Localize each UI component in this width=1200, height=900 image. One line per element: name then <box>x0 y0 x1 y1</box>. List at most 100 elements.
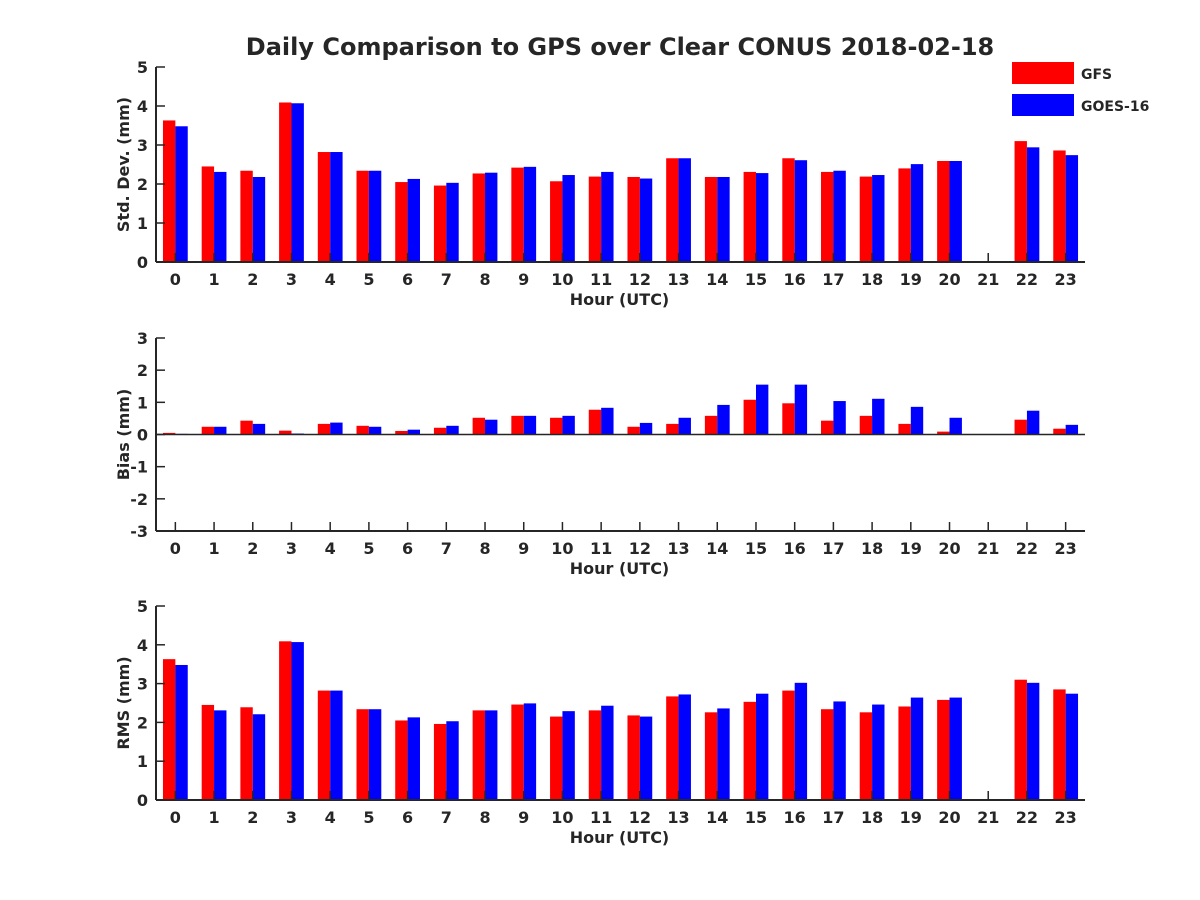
y-axis-label: Bias (mm) <box>114 389 133 481</box>
bar-goes16-23 <box>1065 155 1079 262</box>
x-tick-label: 21 <box>977 270 999 289</box>
bar-goes16-17 <box>833 170 846 262</box>
bar-goes16-14 <box>717 176 730 262</box>
bar-gfs-15 <box>743 399 756 435</box>
bar-goes16-3 <box>291 103 304 263</box>
bar-gfs-19 <box>898 423 911 435</box>
bar-gfs-1 <box>201 704 215 800</box>
bar-goes16-13 <box>678 158 691 262</box>
bar-goes16-17 <box>833 401 846 435</box>
bar-gfs-13 <box>666 696 679 800</box>
bar-gfs-0 <box>162 659 176 800</box>
y-tick-label: 4 <box>137 97 148 116</box>
y-tick-label: 1 <box>137 752 148 771</box>
bar-gfs-8 <box>472 710 486 800</box>
bar-gfs-3 <box>279 102 292 263</box>
bar-goes16-19 <box>910 164 924 262</box>
bar-goes16-7 <box>446 721 459 800</box>
bar-gfs-4 <box>317 423 331 435</box>
x-tick-label: 14 <box>706 270 728 289</box>
bar-goes16-8 <box>485 710 498 800</box>
bar-gfs-1 <box>201 166 215 262</box>
bar-goes16-3 <box>291 642 304 800</box>
x-tick-label: 10 <box>551 808 573 827</box>
bar-goes16-23 <box>1065 693 1079 800</box>
bar-gfs-13 <box>666 158 679 262</box>
x-tick-label: 12 <box>629 270 651 289</box>
bar-goes16-0 <box>175 126 188 262</box>
x-tick-label: 6 <box>402 808 413 827</box>
bar-gfs-6 <box>395 430 408 435</box>
y-tick-label: 1 <box>137 214 148 233</box>
bar-gfs-6 <box>395 720 408 800</box>
x-tick-label: 23 <box>1055 270 1077 289</box>
x-tick-label: 23 <box>1055 539 1077 558</box>
legend-label-goes16: GOES-16 <box>1081 99 1149 115</box>
x-tick-label: 0 <box>170 539 181 558</box>
bar-goes16-12 <box>639 716 653 800</box>
bar-gfs-16 <box>782 403 795 435</box>
bar-goes16-0 <box>175 664 188 800</box>
bar-goes16-18 <box>872 398 885 435</box>
bar-gfs-11 <box>588 710 602 800</box>
x-tick-label: 12 <box>629 808 651 827</box>
x-tick-label: 14 <box>706 808 728 827</box>
bar-goes16-23 <box>1065 424 1079 435</box>
bar-gfs-5 <box>356 425 369 435</box>
y-tick-label: -2 <box>130 490 148 509</box>
y-tick-label: 0 <box>137 791 148 810</box>
x-tick-label: 10 <box>551 270 573 289</box>
y-tick-label: 3 <box>137 675 148 694</box>
bar-goes16-16 <box>794 160 808 262</box>
bar-gfs-15 <box>743 171 756 262</box>
bar-goes16-16 <box>794 682 808 800</box>
x-tick-label: 1 <box>208 808 219 827</box>
y-tick-label: 3 <box>137 329 148 348</box>
y-tick-label: 2 <box>137 175 148 194</box>
x-tick-label: 15 <box>745 270 767 289</box>
x-tick-label: 8 <box>479 808 490 827</box>
x-tick-label: 20 <box>938 270 960 289</box>
x-tick-label: 9 <box>518 270 529 289</box>
y-tick-label: 0 <box>137 426 148 445</box>
bar-gfs-1 <box>201 426 215 435</box>
bar-gfs-8 <box>472 173 486 262</box>
legend-swatch-gfs <box>1012 62 1074 84</box>
bar-goes16-9 <box>523 703 537 800</box>
bar-goes16-5 <box>368 709 382 800</box>
bar-goes16-20 <box>949 417 962 435</box>
bar-gfs-16 <box>782 158 795 262</box>
bar-goes16-15 <box>755 384 769 435</box>
bar-goes16-13 <box>678 694 691 800</box>
bar-gfs-18 <box>859 712 873 800</box>
x-tick-label: 7 <box>441 539 452 558</box>
x-tick-label: 1 <box>208 539 219 558</box>
y-axis-label: Std. Dev. (mm) <box>114 97 133 232</box>
x-tick-label: 11 <box>590 270 612 289</box>
bar-goes16-19 <box>910 406 924 435</box>
bar-goes16-10 <box>562 415 575 435</box>
x-tick-label: 3 <box>286 808 297 827</box>
x-tick-label: 20 <box>938 808 960 827</box>
bar-gfs-10 <box>550 181 563 262</box>
x-tick-label: 4 <box>325 270 336 289</box>
y-axis-label: RMS (mm) <box>114 656 133 749</box>
x-tick-label: 13 <box>667 808 689 827</box>
x-tick-label: 7 <box>441 808 452 827</box>
bar-gfs-7 <box>433 185 447 262</box>
bar-gfs-23 <box>1053 689 1066 800</box>
bar-gfs-12 <box>627 715 640 800</box>
bar-goes16-6 <box>407 178 420 262</box>
x-tick-label: 11 <box>590 539 612 558</box>
x-tick-label: 18 <box>861 808 883 827</box>
bar-goes16-14 <box>717 404 730 435</box>
bar-gfs-11 <box>588 176 602 262</box>
bar-goes16-16 <box>794 384 808 435</box>
x-axis-label: Hour (UTC) <box>570 828 670 847</box>
bar-gfs-15 <box>743 701 756 800</box>
bar-goes16-15 <box>755 693 769 800</box>
bar-gfs-6 <box>395 182 408 262</box>
bar-gfs-20 <box>937 431 950 435</box>
